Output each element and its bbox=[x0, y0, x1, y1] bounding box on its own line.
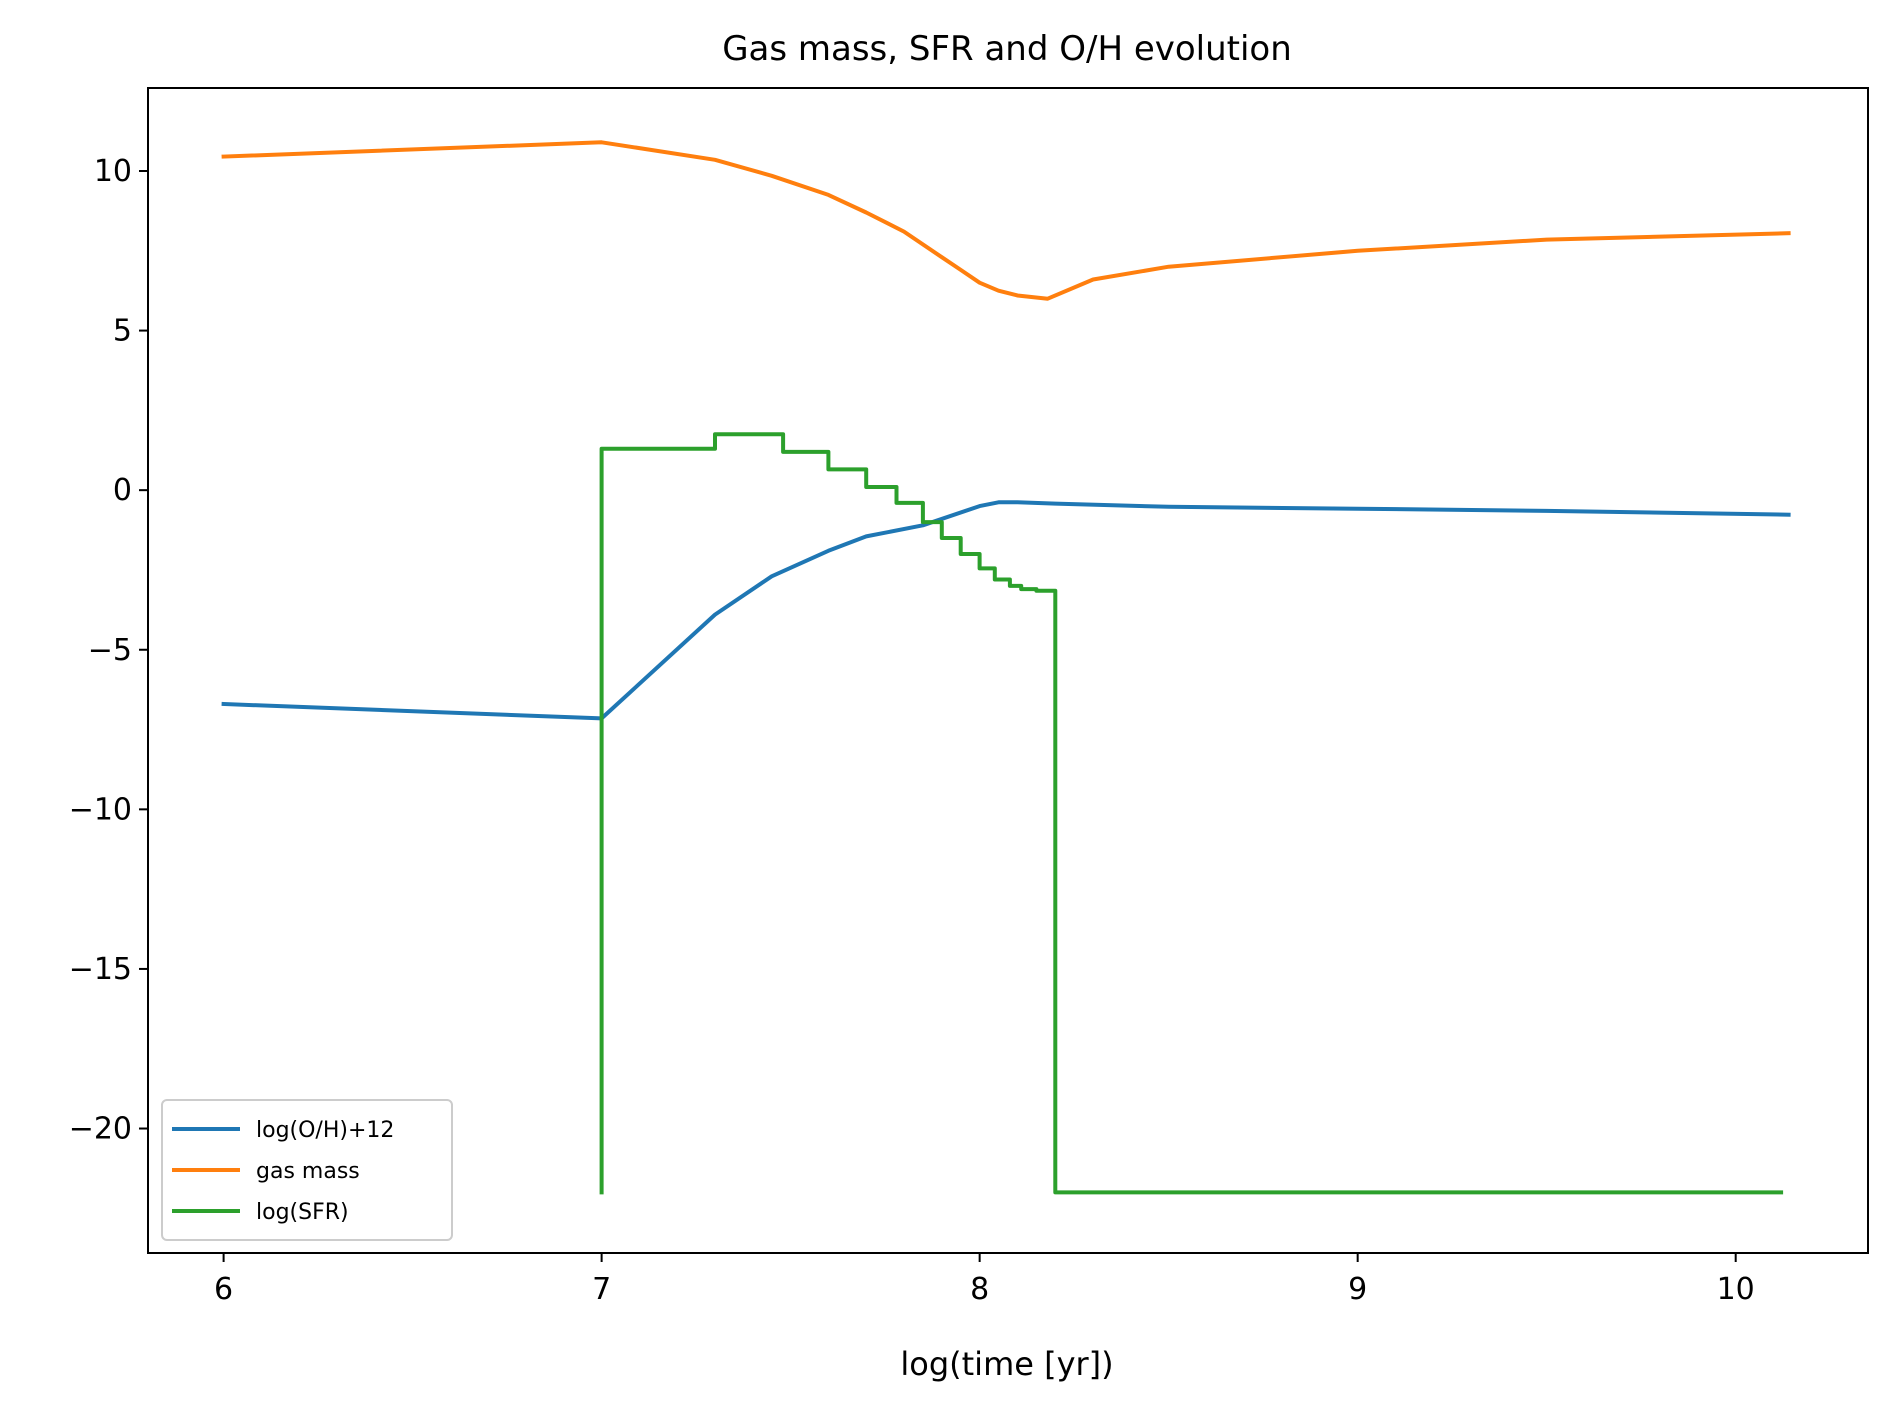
x-tick-label: 6 bbox=[214, 1272, 233, 1307]
plot-series bbox=[221, 140, 1791, 1195]
chart-title: Gas mass, SFR and O/H evolution bbox=[722, 29, 1292, 69]
legend-label-2: log(SFR) bbox=[256, 1200, 349, 1225]
y-axis-ticks: 10 5 0 −5 −10 −15 −20 bbox=[69, 154, 148, 1147]
y-tick-label: 0 bbox=[113, 473, 132, 508]
x-tick-label: 9 bbox=[1348, 1272, 1367, 1307]
series-line-2 bbox=[599, 432, 1784, 1195]
x-axis-title: log(time [yr]) bbox=[900, 1345, 1113, 1383]
legend-box bbox=[161, 1099, 453, 1241]
y-tick-label: −10 bbox=[69, 792, 132, 827]
y-tick-label: −5 bbox=[88, 633, 132, 668]
x-tick-label: 7 bbox=[592, 1272, 611, 1307]
x-tick-label: 10 bbox=[1717, 1272, 1755, 1307]
legend-label-1: gas mass bbox=[256, 1159, 360, 1184]
y-tick-label: 10 bbox=[94, 154, 132, 189]
y-tick-label: −20 bbox=[69, 1112, 132, 1147]
series-line-0 bbox=[221, 500, 1791, 721]
plot-frame bbox=[147, 87, 1869, 1254]
legend: log(O/H)+12 gas mass log(SFR) bbox=[161, 1099, 453, 1241]
x-axis-ticks: 6 7 8 9 10 bbox=[214, 1253, 1755, 1307]
series-line-1 bbox=[221, 140, 1791, 301]
y-tick-label: −15 bbox=[69, 952, 132, 987]
y-tick-label: 5 bbox=[113, 314, 132, 349]
x-tick-label: 8 bbox=[970, 1272, 989, 1307]
legend-label-0: log(O/H)+12 bbox=[256, 1118, 394, 1143]
